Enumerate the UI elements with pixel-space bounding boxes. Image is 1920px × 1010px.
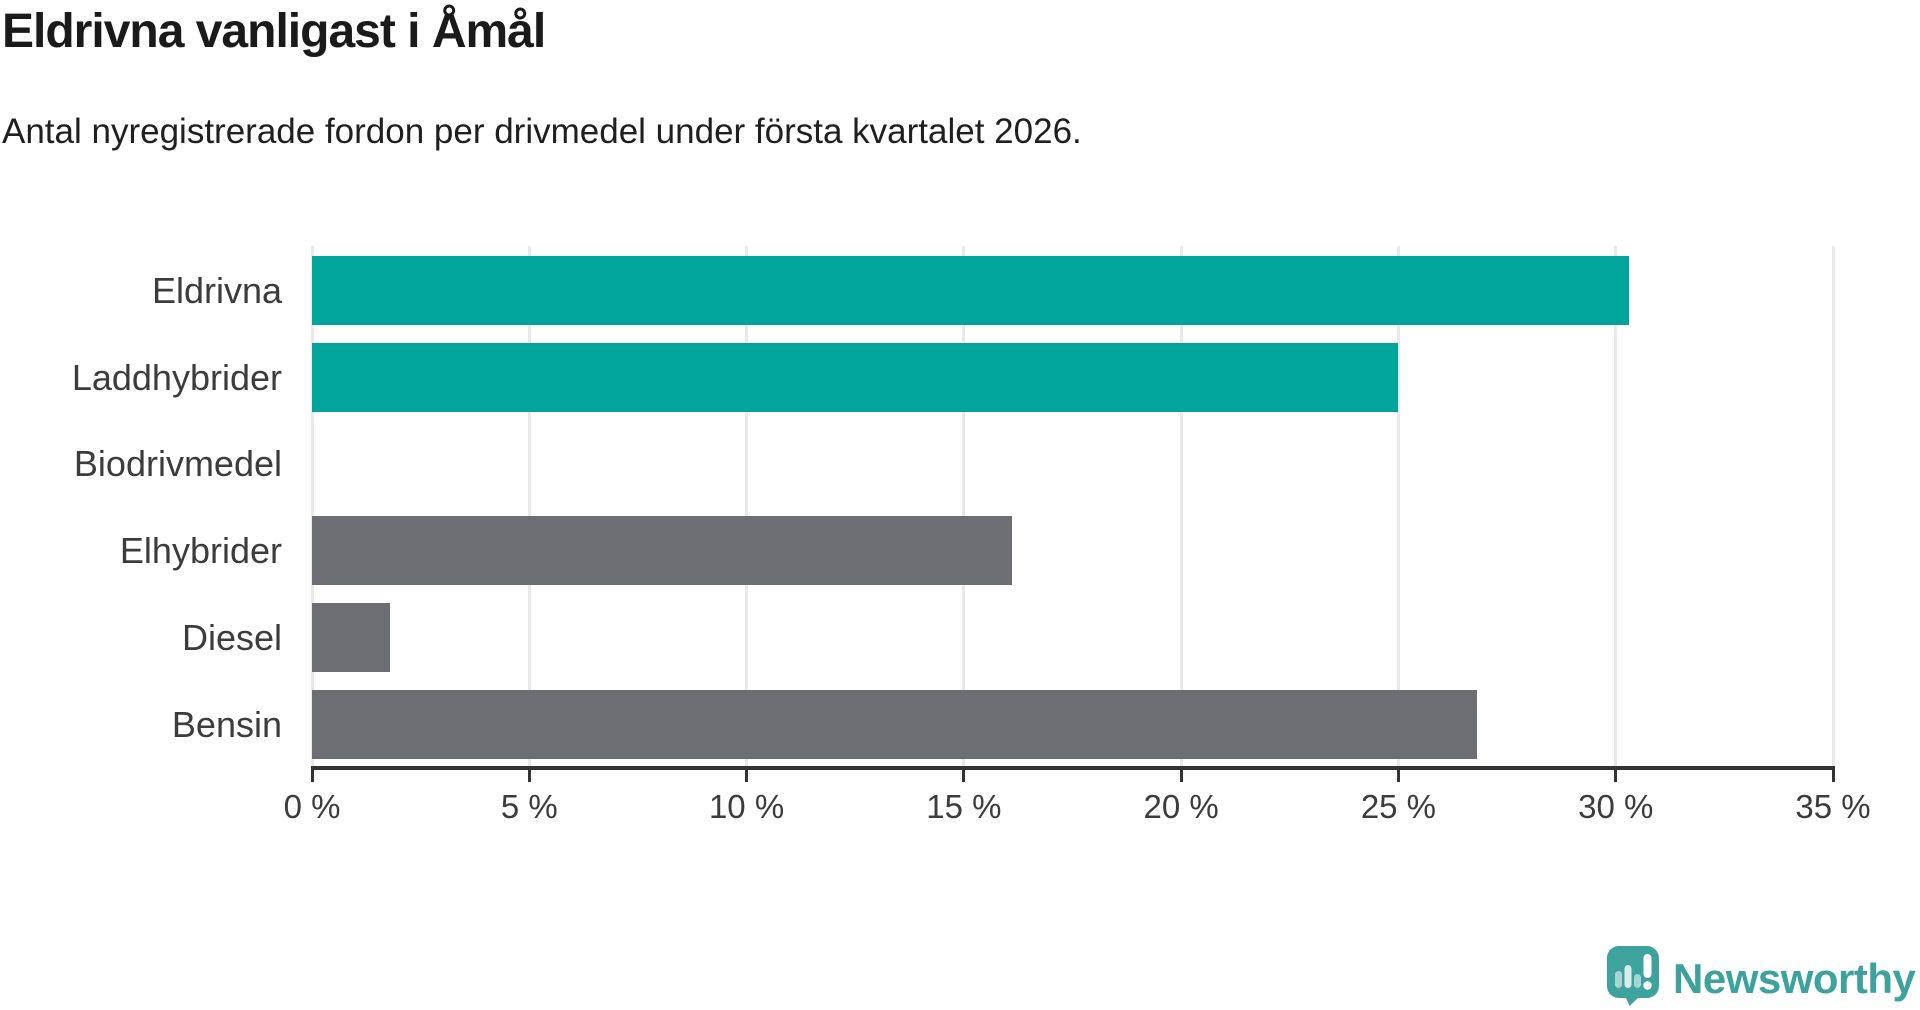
- x-axis-tick: [962, 766, 966, 782]
- bar: [312, 516, 1012, 586]
- x-axis-tick-label: 25 %: [1360, 788, 1437, 825]
- x-axis-tick: [310, 766, 314, 782]
- x-axis-line: [310, 766, 1835, 770]
- gridline: [1831, 246, 1835, 766]
- x-axis-tick: [1179, 766, 1183, 782]
- chart-title: Eldrivna vanligast i Åmål: [2, 5, 546, 58]
- gridline: [1179, 246, 1183, 766]
- gridline: [745, 246, 749, 766]
- gridline: [1614, 246, 1618, 766]
- x-axis-tick: [1614, 766, 1618, 782]
- x-axis-tick-label: 10 %: [708, 788, 785, 825]
- bar: [312, 342, 1399, 412]
- gridline: [1396, 246, 1400, 766]
- gridline: [962, 246, 966, 766]
- x-axis-tick: [1831, 766, 1835, 782]
- chart-subtitle: Antal nyregistrerade fordon per drivmede…: [2, 112, 1082, 151]
- bar: [312, 689, 1477, 759]
- x-axis-tick-label: 35 %: [1795, 788, 1871, 825]
- newsworthy-logo: Newsworthy: [1607, 946, 1916, 1010]
- x-axis-tick: [745, 766, 749, 782]
- newsworthy-logo-text: Newsworthy: [1673, 954, 1916, 1002]
- x-axis-tick-label: 30 %: [1578, 788, 1654, 825]
- category-label: Diesel: [181, 616, 282, 658]
- category-label: Eldrivna: [151, 270, 282, 311]
- x-axis-tick-label: 15 %: [926, 788, 1002, 825]
- category-label: Elhybrider: [119, 530, 282, 572]
- x-axis-tick-label: 0 %: [283, 788, 341, 825]
- gridline: [310, 246, 314, 766]
- x-axis-tick-label: 20 %: [1143, 788, 1219, 825]
- category-label: Bensin: [171, 703, 282, 745]
- bar: [312, 602, 391, 672]
- x-axis-tick: [527, 766, 531, 782]
- category-label: Laddhybrider: [71, 356, 282, 398]
- bar: [312, 256, 1629, 325]
- category-label: Biodrivmedel: [73, 443, 282, 485]
- x-axis-tick: [1396, 766, 1400, 782]
- x-axis-tick-label: 5 %: [500, 788, 558, 825]
- newsworthy-logo-icon: [1607, 946, 1659, 1010]
- gridline: [527, 246, 531, 766]
